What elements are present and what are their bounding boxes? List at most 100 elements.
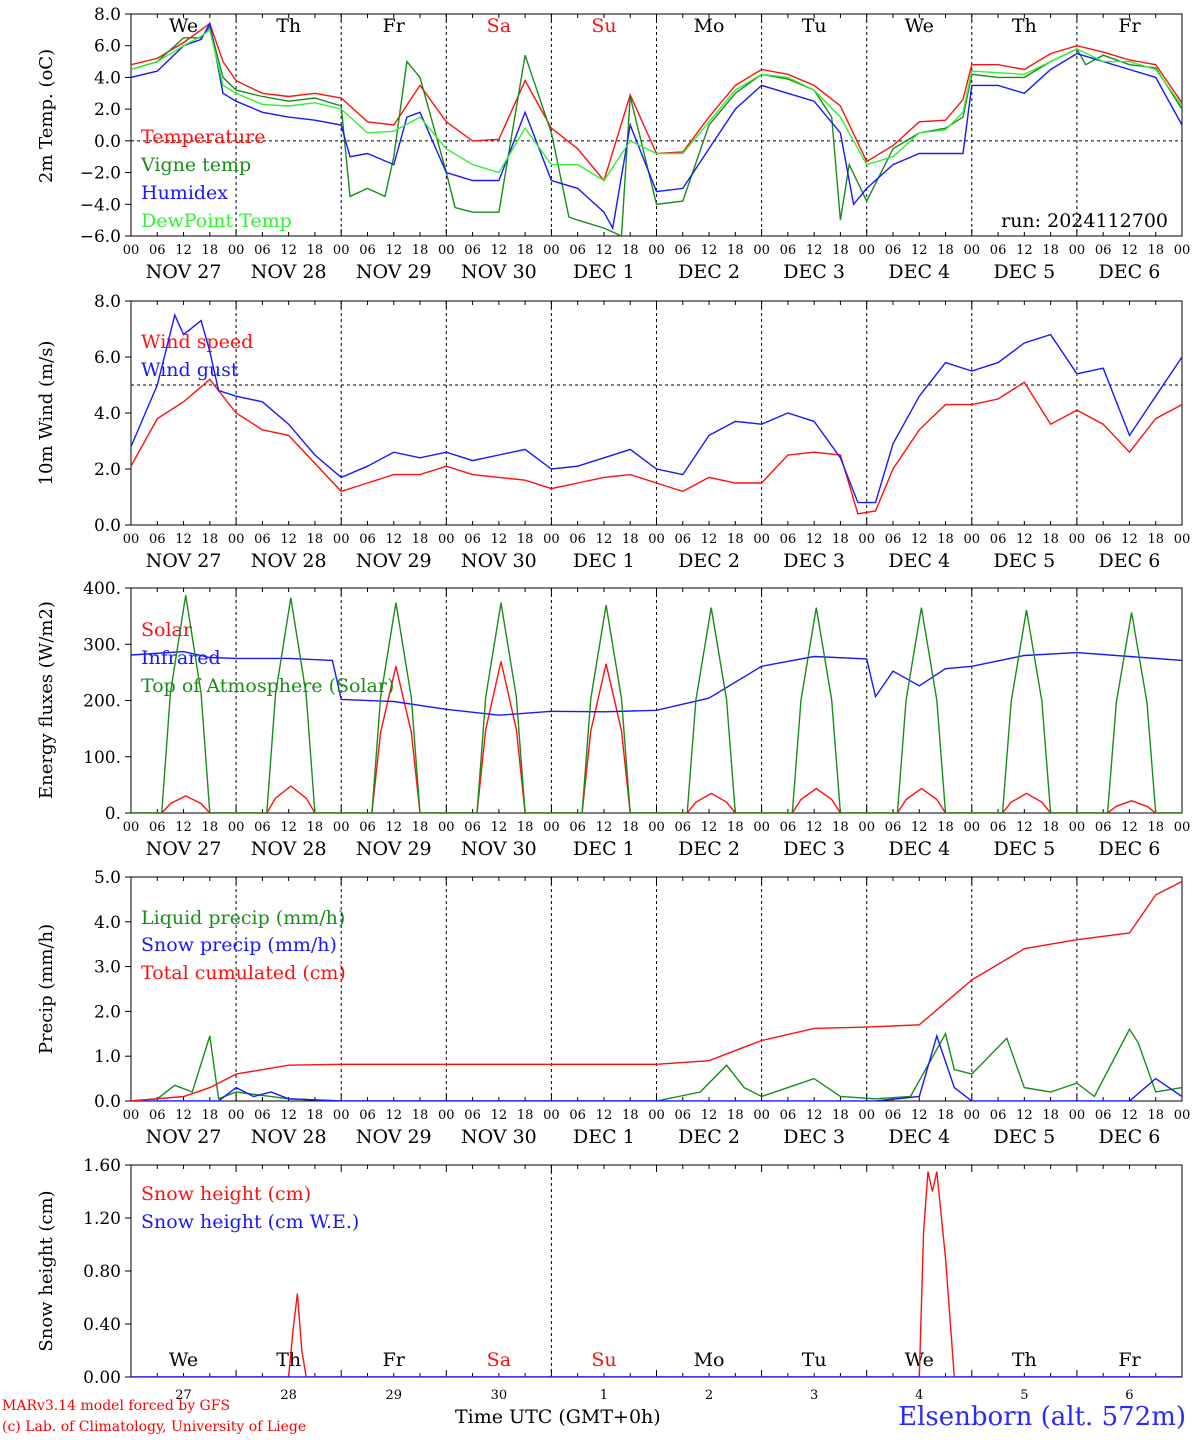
y-tick-label: −6.0 xyxy=(80,227,121,247)
hour-tick-label: 18 xyxy=(1042,1108,1059,1123)
hour-tick-label: 06 xyxy=(464,820,481,835)
hour-tick-label: 18 xyxy=(202,1108,219,1123)
hour-tick-label: 12 xyxy=(175,1108,192,1123)
hour-tick-label: 00 xyxy=(1069,243,1086,258)
weekday-label: Su xyxy=(591,15,616,37)
date-label: NOV 28 xyxy=(251,261,327,283)
hour-tick-label: 18 xyxy=(517,1108,534,1123)
date-label: DEC 6 xyxy=(1099,838,1161,860)
weekday-label: Fr xyxy=(1118,1349,1141,1371)
hour-tick-label: 18 xyxy=(517,243,534,258)
date-label: DEC 5 xyxy=(993,1126,1055,1148)
hour-tick-label: 12 xyxy=(1016,532,1033,547)
date-label: DEC 2 xyxy=(678,550,740,572)
legend-label: Snow height (cm) xyxy=(141,1183,311,1205)
weekday-label: Mo xyxy=(694,1349,725,1371)
hour-tick-label: 18 xyxy=(307,820,324,835)
hour-tick-label: 12 xyxy=(701,243,718,258)
hour-tick-label: 18 xyxy=(832,820,849,835)
hour-tick-label: 00 xyxy=(438,532,455,547)
hour-tick-label: 18 xyxy=(412,243,429,258)
hour-tick-label: 12 xyxy=(596,1108,613,1123)
hour-tick-label: 06 xyxy=(149,243,166,258)
hour-tick-label: 18 xyxy=(622,243,639,258)
lab-credit: (c) Lab. of Climatology, University of L… xyxy=(2,1419,307,1435)
hour-tick-label: 12 xyxy=(701,532,718,547)
hour-tick-label: 12 xyxy=(701,820,718,835)
hour-tick-label: 06 xyxy=(780,243,797,258)
hour-tick-label: 18 xyxy=(1147,243,1164,258)
hour-tick-label: 06 xyxy=(780,820,797,835)
hour-tick-label: 06 xyxy=(885,532,902,547)
legend-label: Snow height (cm W.E.) xyxy=(141,1211,359,1233)
hour-tick-label: 12 xyxy=(385,243,402,258)
hour-tick-label: 00 xyxy=(228,1108,245,1123)
weekday-label: Fr xyxy=(383,15,406,37)
y-tick-label: 4.0 xyxy=(94,68,121,88)
hour-tick-label: 12 xyxy=(806,243,823,258)
date-label: DEC 4 xyxy=(888,261,950,283)
date-label: NOV 27 xyxy=(146,550,222,572)
y-tick-label: 0.0 xyxy=(94,1092,121,1112)
hour-tick-label: 18 xyxy=(622,1108,639,1123)
y-tick-label: 0.0 xyxy=(94,516,121,536)
y-tick-label: 2.0 xyxy=(94,1002,121,1022)
weekday-label: Th xyxy=(276,1349,301,1371)
hour-tick-label: 00 xyxy=(648,243,665,258)
hour-tick-label: 18 xyxy=(727,1108,744,1123)
series-line-temperature xyxy=(131,22,1182,182)
day-number-label: 5 xyxy=(1020,1388,1028,1403)
hour-tick-label: 06 xyxy=(1095,532,1112,547)
hour-tick-label: 12 xyxy=(596,820,613,835)
hour-tick-label: 18 xyxy=(412,532,429,547)
hour-tick-label: 12 xyxy=(491,532,508,547)
y-axis-label: 2m Temp. (oC) xyxy=(36,49,57,183)
day-number-label: 6 xyxy=(1125,1388,1133,1403)
date-label: DEC 5 xyxy=(993,550,1055,572)
date-label: DEC 1 xyxy=(573,261,635,283)
date-label: NOV 30 xyxy=(461,838,537,860)
hour-tick-label: 18 xyxy=(622,532,639,547)
date-label: NOV 28 xyxy=(251,550,327,572)
hour-tick-label: 00 xyxy=(858,1108,875,1123)
hour-tick-label: 12 xyxy=(175,820,192,835)
day-number-label: 29 xyxy=(385,1388,402,1403)
series-line-dewpoint-temp xyxy=(131,28,1182,182)
date-label: DEC 5 xyxy=(993,838,1055,860)
hour-tick-label: 00 xyxy=(228,820,245,835)
series-line-infrared xyxy=(131,650,1182,716)
date-label: DEC 6 xyxy=(1099,261,1161,283)
hour-tick-label: 06 xyxy=(569,243,586,258)
day-number-label: 27 xyxy=(175,1388,192,1403)
legend-label: DewPoint Temp xyxy=(141,210,292,232)
model-credit: MARv3.14 model forced by GFS xyxy=(2,1398,231,1414)
weekday-label: Fr xyxy=(1118,15,1141,37)
hour-tick-label: 06 xyxy=(569,532,586,547)
hour-tick-label: 18 xyxy=(1147,532,1164,547)
hour-tick-label: 18 xyxy=(937,243,954,258)
hour-tick-label: 06 xyxy=(990,532,1007,547)
weekday-label: Sa xyxy=(487,1349,511,1371)
hour-tick-label: 00 xyxy=(123,243,140,258)
legend-label: Humidex xyxy=(141,182,228,204)
hour-tick-label: 00 xyxy=(753,820,770,835)
legend-label: Wind speed xyxy=(141,331,253,353)
hour-tick-label: 18 xyxy=(517,820,534,835)
hour-tick-label: 12 xyxy=(911,532,928,547)
hour-tick-label: 06 xyxy=(675,1108,692,1123)
panel-temperature: 8.0 6.0 4.0 2.0 0.0 −2.0 −4.0 −6.0 2m Temp. (oC)… xyxy=(36,5,1190,283)
hour-tick-label: 00 xyxy=(228,532,245,547)
hour-tick-label: 18 xyxy=(202,532,219,547)
hour-tick-label: 06 xyxy=(359,820,376,835)
day-number-label: 28 xyxy=(280,1388,297,1403)
weekday-label: Th xyxy=(1012,15,1037,37)
hour-tick-label: 18 xyxy=(1147,820,1164,835)
date-label: DEC 6 xyxy=(1099,550,1161,572)
date-label: DEC 3 xyxy=(783,550,845,572)
hour-tick-label: 00 xyxy=(1174,1108,1191,1123)
hour-tick-label: 18 xyxy=(202,243,219,258)
station-name: Elsenborn (alt. 572m) xyxy=(898,1402,1186,1432)
weekday-label: We xyxy=(169,1349,198,1371)
hour-tick-label: 12 xyxy=(1121,243,1138,258)
hour-tick-label: 12 xyxy=(806,1108,823,1123)
